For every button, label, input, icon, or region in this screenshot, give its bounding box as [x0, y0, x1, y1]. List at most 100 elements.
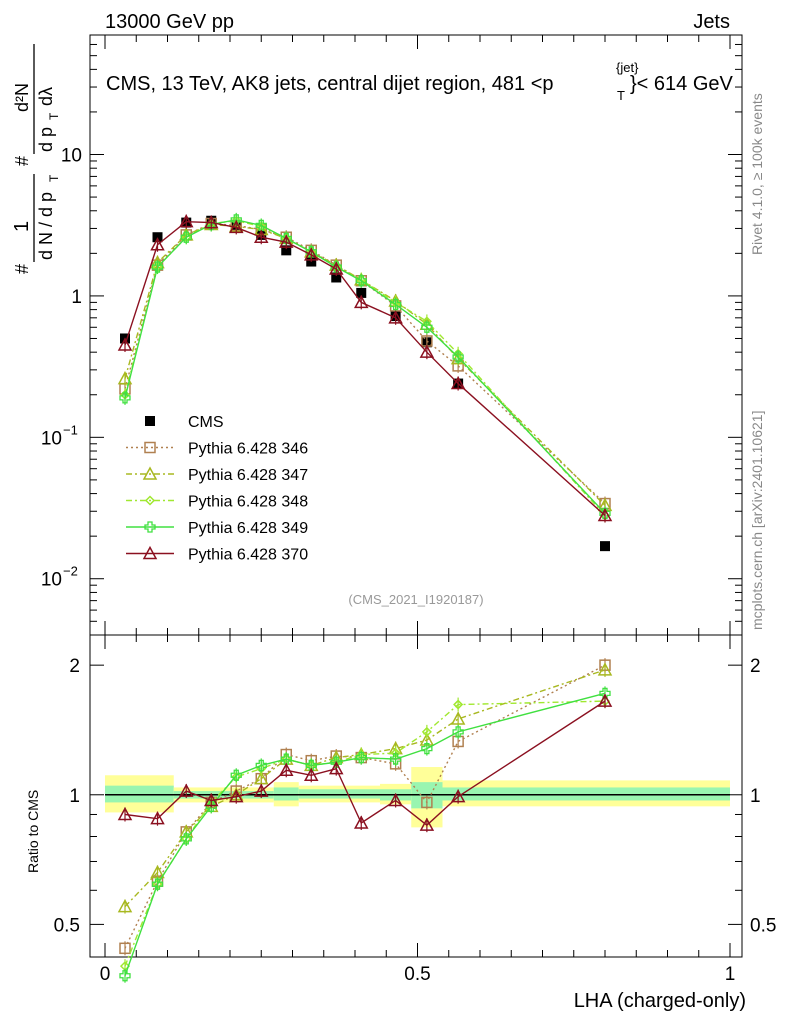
ratio-ylabel: Ratio to CMS	[25, 790, 41, 873]
ratio-line-p348	[124, 700, 606, 967]
main-point-p370	[597, 507, 613, 522]
ratio-point-p349	[389, 753, 402, 765]
ratio-point-p370	[450, 789, 466, 803]
main-ytick-label-exp-1: −1	[63, 422, 78, 437]
ratio-point-p370	[178, 783, 194, 797]
main-panel-frame	[89, 34, 743, 636]
ratio-point-p347	[450, 711, 466, 725]
title-sup: {jet}	[616, 60, 639, 75]
ratio-point-p370	[328, 761, 344, 775]
main-point-p370	[303, 247, 319, 261]
ratio-point-p349	[119, 970, 131, 982]
main-point-p349	[255, 219, 267, 232]
legend-marker-p347	[142, 466, 158, 480]
ratio-point-p349	[355, 751, 367, 764]
ratio-point-p349	[452, 726, 464, 738]
main-point-p370	[450, 375, 466, 390]
main-point-p349	[180, 231, 192, 243]
ratio-panel-frame	[89, 634, 743, 958]
ylabel-num2: d²N	[12, 83, 32, 112]
ylabel-hash2: #	[12, 156, 32, 166]
ratio-line-p349	[124, 692, 606, 976]
legend-marker-p370	[142, 545, 158, 560]
legend-marker-p346	[144, 441, 156, 454]
ratio-ytick-label-left-1: 1	[69, 786, 80, 807]
main-point-p349	[421, 321, 433, 333]
ratio-point-p347	[597, 662, 613, 676]
title-sub: T	[617, 88, 625, 103]
ratio-series-p370	[117, 693, 613, 833]
main-ytick-label-0: 10	[41, 570, 62, 591]
legend-marker-p349	[144, 521, 156, 533]
main-line-p346	[124, 222, 606, 505]
main-point-p370	[228, 219, 244, 234]
legend-marker-data	[145, 416, 155, 426]
ylabel-hash1: #	[12, 264, 32, 274]
main-point-p370	[178, 214, 194, 228]
legend-label-p348: Pythia 6.428 348	[188, 494, 308, 511]
main-point-p370	[150, 237, 165, 251]
main-ytick-label-2: 1	[71, 287, 82, 308]
main-ytick-label-exp-0: −2	[63, 564, 78, 579]
ratio-point-p348	[453, 699, 464, 710]
ratio-axis-ticks: 0.5 0.5 1 1 2 2 0 0.5 1	[54, 635, 776, 985]
ratio-point-p346	[119, 942, 131, 955]
ratio-ytick-label-right-0: 0.5	[750, 915, 776, 936]
legend-label-p349: Pythia 6.428 349	[188, 520, 308, 537]
main-point-p370	[203, 215, 219, 229]
main-point-data	[281, 245, 292, 256]
legend-label-p347: Pythia 6.428 347	[188, 467, 308, 484]
legend-label-p346: Pythia 6.428 346	[188, 441, 308, 458]
main-point-p349	[452, 351, 464, 363]
ratio-point-p349	[180, 833, 192, 845]
mcplots-label: mcplots.cern.ch [arXiv:2401.10621]	[749, 411, 765, 630]
ratio-point-p349	[305, 759, 317, 772]
xtick-label-2: 1	[725, 964, 736, 985]
main-ylabel: # 1 d N / d p T # d²N d p T dλ	[11, 44, 61, 274]
ratio-point-p370	[388, 792, 403, 807]
ratio-series-p346	[119, 658, 611, 956]
ratio-point-p349	[421, 742, 433, 755]
ratio-point-p370	[228, 789, 244, 803]
ratio-point-p348	[421, 726, 432, 737]
main-point-p370	[253, 229, 269, 243]
ratio-point-p370	[150, 811, 165, 825]
main-line-p347	[124, 223, 606, 506]
legend-marker-p348	[144, 495, 156, 506]
ratio-point-p370	[597, 693, 613, 707]
band-green-6	[442, 787, 730, 801]
main-point-p349	[355, 275, 367, 287]
main-title: CMS, 13 TeV, AK8 jets, central dijet reg…	[106, 60, 734, 103]
main-point-p349	[151, 261, 164, 273]
ylabel-den2: d p	[36, 127, 56, 152]
band-green-2	[273, 787, 299, 801]
ylabel-den2-sub: T	[47, 112, 61, 120]
ratio-ytick-label-right-2: 2	[750, 656, 761, 677]
ylabel-one: 1	[11, 221, 33, 232]
ratio-series-group	[117, 658, 613, 983]
ratio-point-p349	[151, 878, 164, 890]
analysis-label: (CMS_2021_I1920187)	[348, 592, 483, 607]
ratio-ytick-label-left-0: 0.5	[54, 915, 80, 936]
rivet-label: Rivet 4.1.0, ≥ 100k events	[749, 93, 765, 255]
ratio-point-p349	[230, 769, 242, 781]
header-left: 13000 GeV pp	[105, 11, 234, 33]
ratio-point-p349	[255, 759, 267, 772]
legend-label-p370: Pythia 6.428 370	[188, 547, 308, 564]
main-series-p370	[117, 214, 613, 523]
legend: CMS Pythia 6.428 346 Pythia 6.428 347 Pythi…	[126, 414, 308, 564]
ratio-ytick-label-left-2: 2	[69, 656, 80, 677]
ratio-line-p346	[124, 664, 606, 949]
xtick-label-0: 0	[100, 964, 111, 985]
ratio-point-p370	[353, 815, 369, 829]
main-point-p370	[328, 261, 344, 275]
main-point-p370	[353, 294, 369, 309]
main-ytick-label-1: 10	[41, 428, 62, 449]
ylabel-den1: d N / d p	[36, 192, 56, 260]
main-point-data	[600, 541, 610, 552]
main-point-p370	[419, 344, 435, 358]
main-point-p370	[388, 310, 403, 324]
main-point-p370	[278, 234, 294, 248]
x-axis-label: LHA (charged-only)	[574, 990, 746, 1012]
